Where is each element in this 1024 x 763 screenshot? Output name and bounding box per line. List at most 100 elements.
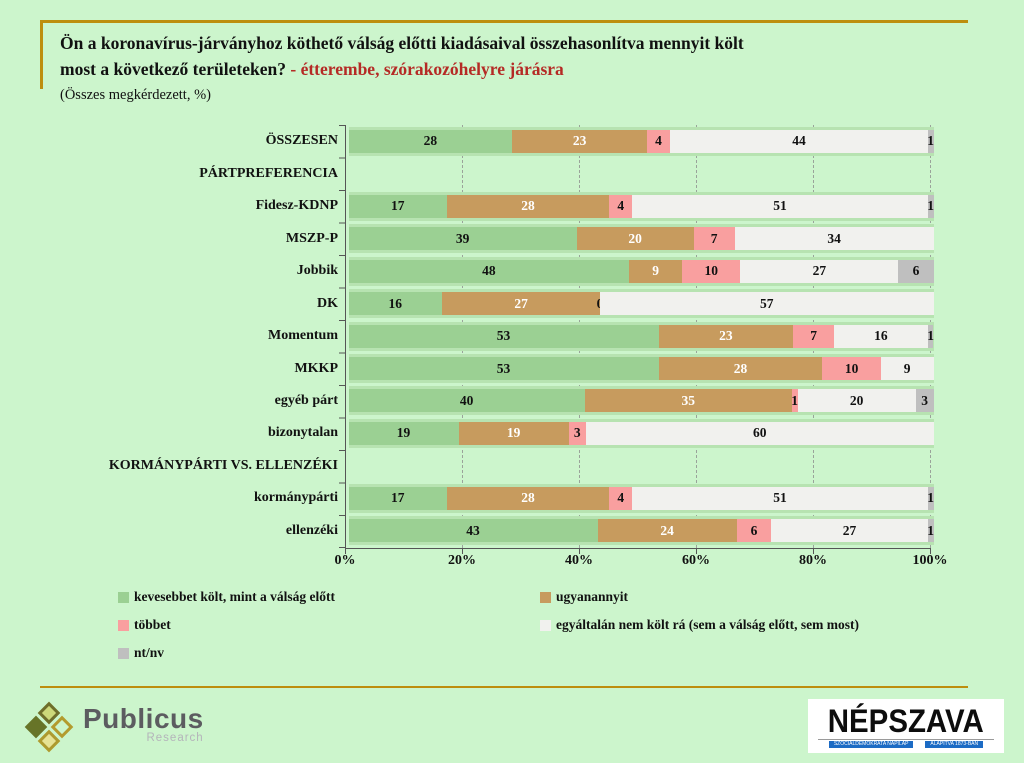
bar-segment: 57 [600, 292, 934, 316]
row-band: 48 9 10 27 6 [348, 256, 934, 286]
nepszava-strip: SZOCIÁLDEMOKRATA NAPILAP ALAPÍTVA 1873-B… [817, 739, 995, 748]
segment-value: 1 [791, 392, 798, 408]
segment-value: 9 [652, 263, 659, 279]
segment-value: 28 [423, 133, 438, 149]
bar-segment: 4 [609, 486, 633, 510]
x-tick-label: 80% [799, 553, 827, 568]
stacked-bar: 53 23 7 16 1 [348, 324, 934, 348]
legend-label: ugyanannyit [556, 589, 629, 604]
segment-value: 10 [704, 263, 718, 279]
row-label: Fidesz-KDNP [255, 198, 338, 214]
row-band: 53 28 10 9 [348, 354, 934, 384]
segment-value: 1 [927, 133, 934, 149]
bar-segment: 3 [568, 421, 586, 445]
row-label: bizonytalan [267, 425, 338, 441]
bar-segment: 1 [927, 519, 934, 543]
segment-value: 3 [573, 425, 581, 441]
x-tick-label: 40% [565, 553, 593, 568]
chart-data-row: egyéb párt 40 35 1 20 3 [60, 385, 940, 417]
row-band: 1627057 [348, 289, 934, 319]
segment-value: 27 [842, 522, 857, 538]
bar-segment: 16 [348, 292, 443, 316]
segment-value: 1 [927, 490, 934, 506]
stacked-bar: 17 28 4 51 1 [348, 194, 934, 218]
publicus-wordmark: Publicus Research [83, 704, 204, 745]
legend-label: egyáltalán nem költ rá (sem a válság elő… [556, 617, 859, 632]
x-axis-labels: 0% 20% 40% 60% 80% 100% [335, 553, 948, 573]
legend-item: többet [118, 617, 540, 633]
chart-data-row: Fidesz-KDNP 17 28 4 51 1 [60, 190, 940, 222]
row-label: DK [317, 295, 338, 311]
bar-segment: 44 [670, 129, 928, 153]
bar-segment: 51 [632, 194, 928, 218]
bar-segment: 28 [348, 129, 513, 153]
nepszava-tagline-left: SZOCIÁLDEMOKRATA NAPILAP [828, 741, 914, 748]
publicus-subname: Research [146, 732, 204, 744]
segment-value: 16 [874, 328, 888, 344]
bar-segment: 6 [898, 259, 934, 283]
row-label: egyéb párt [274, 392, 338, 408]
nepszava-tagline-right: ALAPÍTVA 1873-BAN [925, 741, 984, 748]
legend-item: kevesebbet költ, mint a válság előtt [118, 589, 540, 605]
row-track: 19 19 3 60 [348, 417, 934, 449]
bar-segment: 16 [834, 324, 928, 348]
bar-segment: 10 [822, 357, 881, 381]
nepszava-name: NÉPSZAVA [828, 703, 984, 739]
chart-data-row: MKKP 53 28 10 9 [60, 352, 940, 384]
segment-value: 1 [927, 198, 934, 214]
segment-value: 16 [388, 295, 403, 311]
segment-value: 6 [912, 263, 920, 279]
segment-value: 28 [733, 360, 748, 376]
stacked-bar: 1627057 [348, 292, 934, 316]
legend: kevesebbet költ, mint a válság előtt ugya… [118, 589, 964, 661]
row-track: 39 20 7 34 [348, 222, 934, 254]
bar-segment: 10 [681, 259, 741, 283]
row-track: 53 23 7 16 1 [348, 320, 934, 352]
x-tick-label: 20% [448, 553, 476, 568]
bar-segment: 1 [927, 129, 934, 153]
top-gold-rule [40, 20, 968, 23]
segment-value: 53 [496, 328, 511, 344]
bar-segment: 4 [609, 194, 633, 218]
chart-data-row: ÖSSZESEN 28 23 4 44 1 [60, 125, 940, 157]
bar-segment: 4 [646, 129, 671, 153]
stacked-bar: 39 20 7 34 [348, 227, 934, 251]
legend-swatch [118, 647, 129, 659]
x-tick-label: 60% [682, 553, 710, 568]
segment-value: 4 [617, 198, 625, 214]
segment-value: 7 [810, 328, 817, 344]
nepszava-logo: NÉPSZAVA SZOCIÁLDEMOKRATA NAPILAP ALAPÍT… [808, 699, 1004, 753]
bar-segment: 35 [584, 389, 792, 413]
bar-segment: 1 [791, 389, 798, 413]
bar-segment: 27 [442, 292, 601, 316]
segment-value: 4 [655, 133, 662, 149]
legend-item: egyáltalán nem költ rá (sem a válság elő… [540, 617, 964, 633]
page-title-line2-black: most a következő területeken? [60, 59, 286, 79]
publicus-logo: Publicus Research [24, 701, 204, 753]
row-band: 28 23 4 44 1 [348, 126, 934, 156]
row-label: ÖSSZESEN [265, 133, 338, 149]
row-label: Jobbik [296, 263, 338, 279]
legend-swatch [540, 619, 551, 631]
bar-segment: 3 [915, 389, 934, 413]
page-title-highlight: - étterembe, szórakozóhelyre járásra [286, 59, 564, 79]
row-track [349, 450, 934, 482]
segment-value: 4 [617, 490, 625, 506]
bar-segment: 7 [793, 324, 835, 348]
bar-segment: 40 [348, 389, 585, 413]
segment-value: 17 [390, 490, 405, 506]
chart-data-row: Momentum 53 23 7 16 1 [60, 320, 940, 352]
row-track: 43 24 6 27 1 [348, 515, 934, 547]
segment-value: 9 [903, 360, 911, 376]
row-band: 39 20 7 34 [348, 224, 934, 254]
stacked-bar: 53 28 10 9 [348, 357, 934, 381]
bar-segment: 39 [348, 227, 577, 251]
row-label: kormánypárti [254, 490, 338, 506]
row-track: 40 35 1 20 3 [348, 385, 934, 417]
row-band: 53 23 7 16 1 [348, 321, 934, 351]
legend-label: kevesebbet költ, mint a válság előtt [134, 589, 335, 604]
bar-segment: 34 [734, 227, 934, 251]
segment-value: 20 [849, 392, 864, 408]
row-label: MKKP [294, 360, 338, 376]
segment-value: 28 [521, 198, 535, 214]
